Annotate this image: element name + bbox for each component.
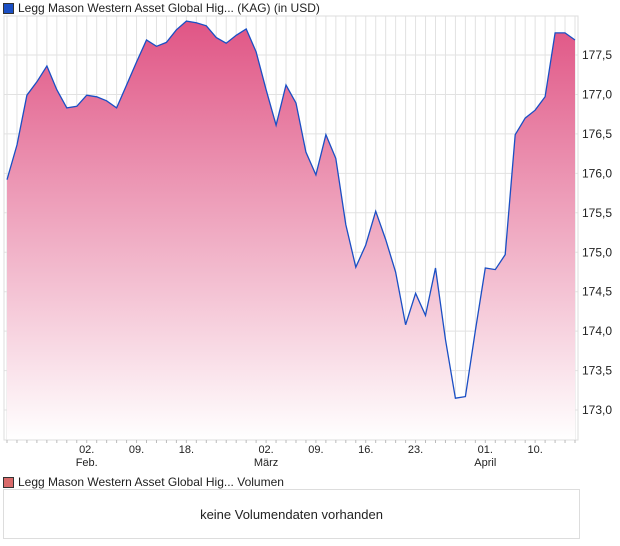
y-tick-label: 176,0 [582, 166, 612, 180]
y-tick-label: 177,5 [582, 48, 612, 62]
legend-volume: Legg Mason Western Asset Global Hig... V… [3, 475, 284, 489]
y-tick-label: 176,5 [582, 127, 612, 141]
y-tick-label: 173,5 [582, 364, 612, 378]
legend-swatch-icon [3, 2, 14, 14]
price-area [7, 21, 575, 440]
x-tick-label: 10. [527, 444, 542, 456]
price-line [6, 20, 576, 399]
x-tick-label: 09. [129, 444, 144, 456]
price-chart: 173,0 173,5 174,0 174,5 175,0 175,5 176,0 176,5… [3, 15, 612, 469]
legend-main-label: Legg Mason Western Asset Global Hig... (… [18, 1, 320, 15]
x-tick-label: 23. [408, 444, 423, 456]
y-tick-label: 174,5 [582, 285, 612, 299]
plot-border [3, 15, 579, 441]
volume-panel: keine Volumendaten vorhanden [3, 489, 580, 539]
legend-volume-swatch-icon [3, 476, 14, 488]
x-tick-label: 16. [358, 444, 373, 456]
x-tick-label: 18. [179, 444, 194, 456]
volume-message: keine Volumendaten vorhanden [200, 506, 383, 522]
x-tick-label: 01. [478, 444, 493, 456]
x-tick-label: 02. [258, 444, 273, 456]
legend-main: Legg Mason Western Asset Global Hig... (… [3, 1, 320, 15]
y-tick-label: 175,0 [582, 245, 612, 259]
x-tick-month-label: März [254, 457, 278, 469]
y-tick-label: 175,5 [582, 206, 612, 220]
x-tick-label: 09. [308, 444, 323, 456]
x-tick-month-label: Feb. [76, 457, 98, 469]
y-tick-label: 174,0 [582, 324, 612, 338]
legend-volume-label: Legg Mason Western Asset Global Hig... V… [18, 475, 284, 489]
y-tick-label: 177,0 [582, 87, 612, 101]
x-tick-label: 02. [79, 444, 94, 456]
x-tick-month-label: April [474, 457, 496, 469]
y-tick-label: 173,0 [582, 403, 612, 417]
